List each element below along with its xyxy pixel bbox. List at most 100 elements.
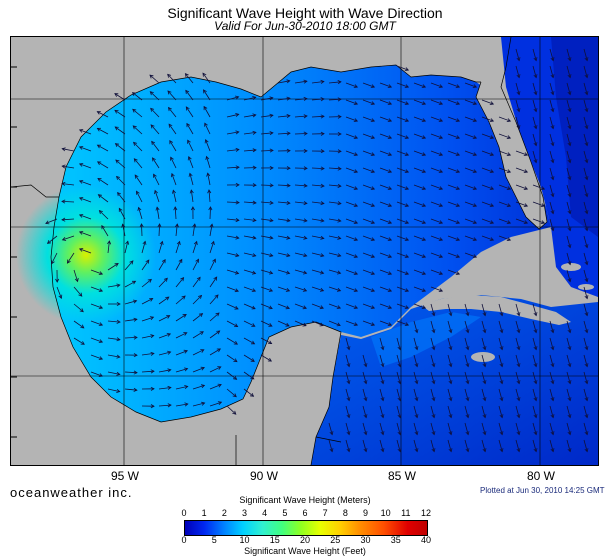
colorbar-feet-title: Significant Wave Height (Feet): [244, 546, 366, 556]
wave-arrow-head: [550, 329, 555, 334]
wave-arrow-head: [438, 186, 444, 190]
wave-arrow-head: [252, 200, 257, 205]
wave-arrow-head: [363, 380, 368, 385]
wave-arrow-head: [387, 305, 393, 309]
wave-arrow-head: [431, 380, 436, 385]
wave-arrow-head: [61, 237, 67, 241]
wave-arrow: [187, 140, 194, 152]
wave-arrow-head: [489, 152, 495, 156]
wave-arrow: [379, 82, 392, 88]
wave-arrow-head: [421, 84, 427, 88]
wave-map[interactable]: [10, 36, 599, 466]
wave-arrow-head: [387, 118, 393, 122]
wave-arrow-head: [190, 206, 195, 211]
wave-arrow-head: [438, 169, 444, 173]
wave-arrow-head: [465, 414, 470, 419]
wave-arrow: [114, 126, 126, 135]
wave-arrow-head: [387, 237, 393, 241]
wave-arrow: [260, 303, 273, 309]
wave-arrow: [447, 405, 452, 418]
wave-arrow: [515, 82, 520, 95]
wave-arrow-head: [116, 389, 121, 393]
wave-arrow: [362, 269, 375, 275]
wave-arrow: [277, 286, 290, 292]
wave-arrow-head: [567, 57, 572, 62]
wave-arrow: [294, 269, 307, 274]
wave-arrow: [209, 259, 216, 271]
wave-arrow-head: [233, 340, 239, 345]
wave-arrow-head: [533, 346, 538, 351]
wave-arrow: [447, 150, 460, 156]
wave-arrow-head: [200, 384, 206, 389]
wave-arrow-head: [183, 332, 188, 336]
wave-arrow: [328, 286, 341, 292]
wave-arrow-head: [584, 108, 589, 113]
wave-arrow: [515, 150, 528, 156]
wave-arrow-head: [397, 346, 402, 351]
wave-arrow: [583, 371, 588, 384]
wave-arrow-head: [149, 298, 154, 302]
wave-arrow: [413, 388, 418, 401]
wave-arrow: [294, 218, 307, 222]
wave-arrow-head: [550, 346, 555, 351]
wave-arrow-head: [584, 244, 589, 249]
wave-arrow: [532, 388, 537, 401]
wave-arrow: [311, 184, 325, 187]
wave-arrow: [532, 65, 537, 78]
wave-arrow: [107, 284, 120, 288]
wave-arrow-head: [337, 235, 342, 240]
wave-arrow: [566, 150, 571, 163]
wave-arrow-head: [116, 354, 121, 359]
wave-arrow: [498, 235, 511, 241]
wave-arrow: [413, 82, 426, 88]
wave-arrow-head: [336, 287, 342, 292]
wave-arrow: [209, 401, 222, 407]
wave-arrow-head: [132, 280, 137, 285]
wave-arrow: [515, 422, 520, 435]
wave-arrow: [515, 48, 520, 61]
wave-arrow: [345, 286, 358, 292]
wave-arrow: [226, 96, 239, 101]
wave-arrow: [97, 111, 109, 118]
wave-arrow: [481, 371, 486, 384]
wave-arrow-head: [465, 329, 470, 334]
lon-label-80w: 80 W: [526, 469, 555, 483]
wave-arrow-head: [550, 57, 555, 62]
wave-arrow-head: [61, 181, 66, 186]
wave-arrow-head: [187, 156, 192, 161]
wave-arrow: [430, 150, 443, 156]
wave-arrow-head: [234, 323, 239, 327]
wave-arrow-head: [567, 74, 572, 79]
wave-arrow: [481, 388, 486, 401]
wave-arrow-head: [235, 95, 240, 100]
wave-arrow-head: [404, 84, 410, 88]
wave-arrow-head: [234, 305, 239, 310]
wave-arrow-head: [133, 141, 138, 146]
wave-arrow: [515, 303, 520, 316]
wave-arrow-head: [98, 305, 104, 309]
wave-arrow: [583, 354, 588, 367]
wave-arrow-head: [285, 322, 290, 327]
wave-arrow-head: [117, 191, 121, 197]
wave-arrow-head: [387, 101, 393, 105]
wave-arrow: [226, 131, 239, 135]
wave-arrow: [464, 303, 469, 316]
wave-arrow: [566, 218, 571, 231]
wave-arrow: [362, 422, 367, 435]
wave-arrow: [170, 157, 177, 169]
wave-arrow: [311, 269, 324, 274]
wave-arrow-head: [346, 414, 351, 419]
wave-arrow-head: [455, 271, 461, 275]
wave-arrow: [345, 371, 350, 384]
wave-arrow: [277, 320, 290, 327]
wave-arrow-head: [302, 322, 307, 327]
wave-arrow: [362, 167, 375, 173]
wave-arrow: [260, 354, 272, 362]
wave-arrow: [311, 218, 324, 222]
wave-arrow: [97, 128, 109, 135]
wave-arrow-head: [201, 401, 206, 406]
wave-arrow: [532, 337, 537, 350]
wave-arrow-head: [172, 189, 176, 194]
wave-arrow-head: [516, 363, 521, 368]
wave-arrow: [158, 315, 170, 322]
